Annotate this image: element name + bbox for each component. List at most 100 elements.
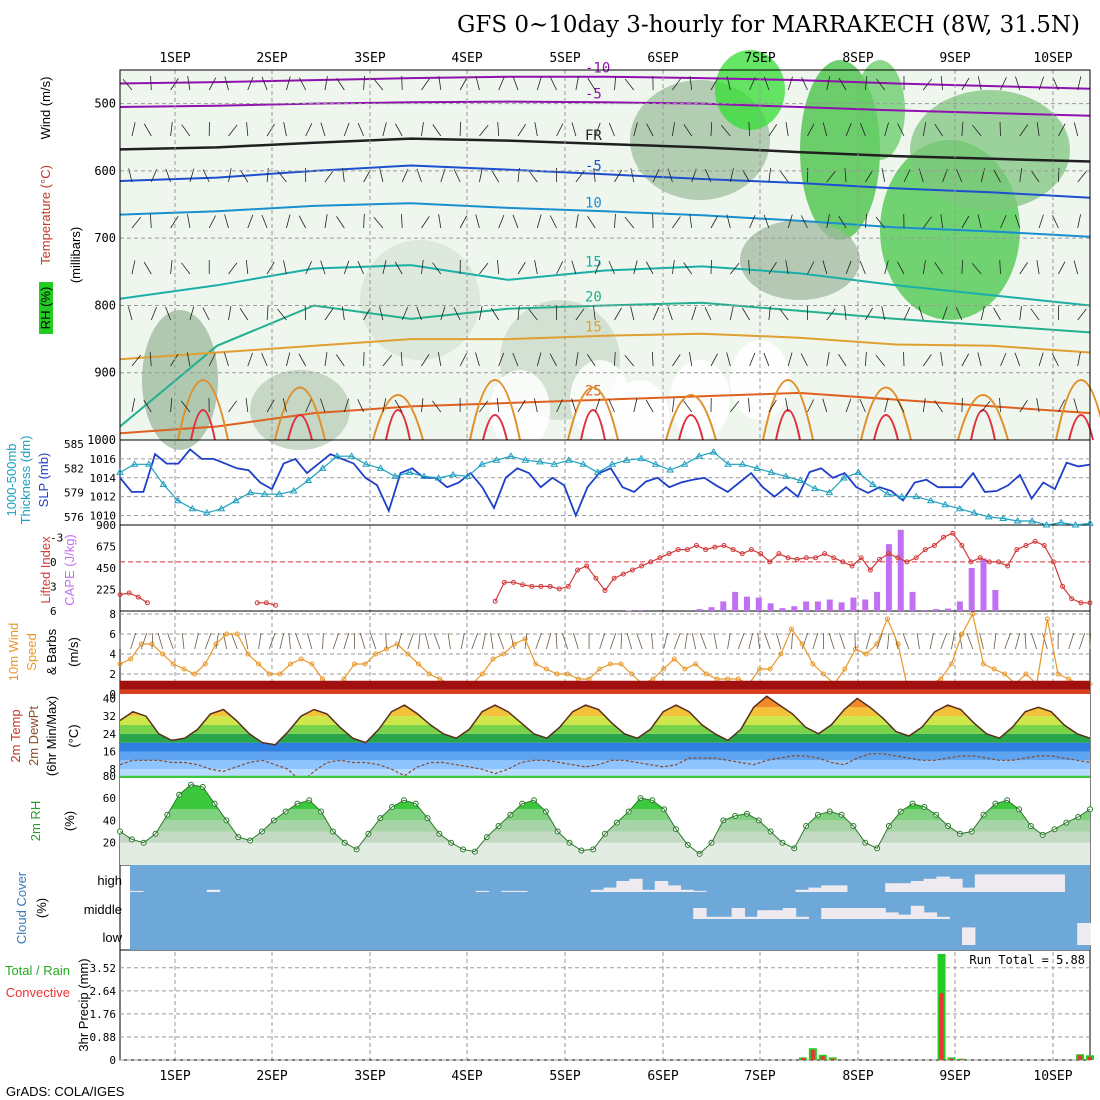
upper-wind-barb-18-7: [479, 400, 489, 413]
upper-wind-barb-40-4: [897, 261, 905, 275]
isotherm-label-2: FR: [585, 128, 602, 144]
upper-wind-barb-9-6: [298, 353, 307, 367]
upper-wind-barb-42-0: [940, 76, 943, 91]
upper-wind-barb-44-5: [980, 306, 985, 321]
upper-wind-barb-45-7: [999, 398, 1001, 413]
surface-wind-barb-21: [343, 632, 350, 650]
upper-wind-barb-16-7: [432, 400, 442, 413]
upper-wind-barb-35-3: [801, 215, 808, 229]
rh-shade-6: [910, 90, 1070, 210]
surface-wind-barb-74: [902, 632, 910, 650]
upper-wind-barb-39-5: [881, 306, 886, 321]
upper-wind-barb-41-3: [922, 216, 932, 229]
wind-point-72: [884, 616, 890, 622]
li-point-89: [931, 542, 937, 548]
upper-wind-barb-8-6: [286, 352, 291, 367]
li-point-93: [968, 559, 974, 565]
li-point-86: [904, 559, 910, 565]
upper-wind-barb-19-3: [498, 214, 505, 229]
li-point-72: [776, 551, 782, 557]
surface-wind-barb-17: [295, 632, 302, 650]
upper-wind-barb-48-0: [1052, 77, 1059, 91]
surface-wind-barb-18: [306, 632, 313, 650]
upper-wind-label: Wind (m/s): [38, 77, 53, 140]
surface-wind-barb-91: [1089, 632, 1092, 650]
precip-conv-bar-70: [810, 1050, 815, 1060]
surface-wind-barb-76: [929, 632, 934, 650]
wind-point-34: [479, 671, 485, 677]
upper-wind-barb-7-3: [261, 214, 268, 229]
li-point-99: [1023, 542, 1029, 548]
upper-wind-barb-3-6: [186, 352, 191, 367]
upper-wind-barb-34-4: [785, 260, 789, 275]
cloud-middle-bar-54: [821, 908, 835, 919]
surface-wind-barb-20: [332, 632, 340, 650]
upper-wind-barb-10-7: [320, 398, 326, 413]
upper-wind-barb-47-7: [1036, 398, 1040, 413]
bottom-date-label-8: 9SEP: [939, 1069, 970, 1084]
rh-line: [119, 784, 1091, 855]
upper-wind-barb-12-0: [363, 76, 365, 91]
upper-wind-barb-18-3: [475, 214, 480, 229]
upper-wind-barb-2-7: [170, 398, 173, 413]
isotherm-3: [119, 164, 1091, 199]
thickness-point-20: [405, 468, 414, 475]
thickness-tick-582: 582: [64, 462, 84, 475]
upper-wind-barb-24-3: [587, 216, 596, 229]
upper-wind-barb-7-6: [261, 352, 268, 367]
upper-wind-barb-4-3: [208, 215, 216, 229]
upper-wind-barb-34-5: [779, 308, 789, 321]
upper-wind-barb-13-1: [382, 122, 387, 137]
li-point-71: [767, 559, 773, 565]
upper-wind-barb-19-2: [491, 169, 500, 183]
upper-wind-barb-28-0: [672, 78, 681, 91]
precip-conv-bar-69: [800, 1057, 805, 1060]
chart-title: GFS 0~10day 3-hourly for MARRAKECH (8W, …: [457, 12, 1080, 38]
upper-wind-barb-10-5: [324, 308, 334, 321]
isotherm-label-1: -5: [585, 86, 602, 102]
upper-wind-barb-16-3: [438, 214, 442, 229]
surface-contour-outer-2: [372, 394, 424, 441]
wind-point-79: [959, 631, 965, 637]
wind-tick-4: 4: [109, 648, 116, 661]
wind-point-27: [405, 651, 411, 657]
upper-wind-barb-19-1: [497, 122, 500, 137]
upper-wind-barb-29-5: [691, 306, 697, 321]
surface-wind-barb-61: [764, 632, 771, 650]
upper-wind-barb-12-4: [357, 261, 364, 275]
wind-point-17: [298, 656, 304, 662]
upper-wind-barb-13-3: [373, 217, 384, 229]
upper-wind-barb-0-0: [122, 79, 133, 91]
top-date-label-5: 6SEP: [647, 51, 678, 66]
upper-wind-barb-34-2: [779, 170, 789, 183]
upper-wind-barb-46-0: [1015, 76, 1021, 91]
upper-wind-barb-14-4: [394, 261, 403, 275]
upper-wind-barb-41-5: [918, 306, 924, 321]
cloud-high-bar-37: [603, 887, 618, 892]
upper-wind-barb-49-4: [1073, 260, 1079, 275]
upper-wind-barb-15-3: [421, 216, 430, 229]
surface-wind-barb-41: [555, 632, 558, 650]
upper-wind-barb-28-7: [672, 398, 675, 413]
upper-wind-barb-19-7: [496, 398, 500, 413]
upper-wind-barb-32-3: [749, 214, 756, 229]
upper-wind-barb-36-2: [826, 170, 836, 183]
upper-wind-barb-20-1: [517, 124, 526, 137]
wind-point-9: [213, 641, 219, 647]
upper-wind-barb-40-7: [896, 399, 905, 413]
cloud-middle-bar-46: [718, 916, 733, 919]
upper-wind-barb-47-6: [1038, 352, 1044, 367]
surface-wind-barb-23: [359, 632, 366, 650]
upper-wind-barb-10-3: [324, 214, 328, 229]
precip-conv-bar-71: [820, 1056, 825, 1060]
surface-contour-outer-1: [274, 386, 326, 441]
surface-wind-barb-59: [748, 632, 754, 650]
upper-wind-barb-5-7: [228, 400, 238, 413]
upper-wind-barb-49-2: [1077, 170, 1087, 183]
wind-point-82: [991, 666, 997, 672]
upper-wind-barb-38-5: [865, 307, 873, 321]
surface-wind-barb-58: [737, 632, 745, 650]
upper-wind-barb-18-4: [479, 262, 489, 275]
upper-wind-barb-39-3: [875, 216, 886, 229]
upper-wind-barb-28-1: [672, 122, 675, 137]
